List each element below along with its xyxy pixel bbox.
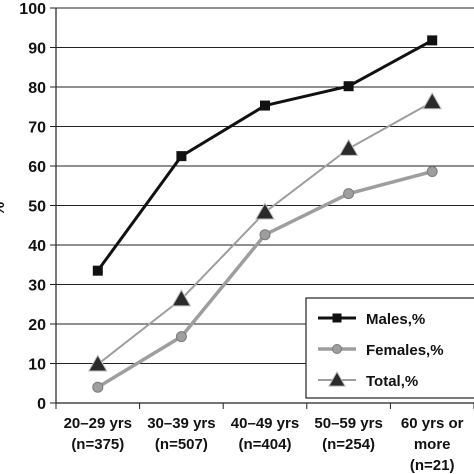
legend-label: Total,%: [366, 373, 418, 390]
y-tick-label: 30: [28, 278, 46, 295]
data-point-triangle: [87, 354, 108, 372]
data-point-triangle: [338, 138, 359, 156]
y-axis-label: %: [0, 202, 8, 216]
data-point-square: [260, 100, 270, 111]
y-tick-label: 0: [37, 396, 46, 413]
data-point-square: [427, 35, 438, 46]
x-tick-label: (n=21): [410, 457, 455, 474]
data-point-circle: [332, 344, 342, 354]
data-point-circle: [426, 166, 438, 178]
x-tick-label: (n=507): [155, 436, 208, 453]
data-point-triangle: [171, 289, 192, 307]
axes: [55, 8, 474, 409]
x-tick-label: (n=254): [322, 436, 375, 453]
x-tick-label: 50–59 yrs: [314, 415, 382, 432]
data-point-square: [176, 151, 187, 162]
data-point-triangle: [328, 370, 346, 387]
x-tick-label: (n=404): [239, 436, 292, 453]
y-tick-label: 70: [28, 120, 46, 137]
y-tick-label: 90: [28, 41, 46, 58]
y-tick-label: 10: [28, 357, 46, 374]
data-point-circle: [175, 331, 187, 343]
y-tick-label: 60: [28, 159, 46, 176]
y-tick-label: 20: [28, 317, 46, 334]
y-tick-label: 40: [28, 238, 46, 255]
legend: Males,% Females,% Total,%: [305, 297, 474, 399]
y-tick-label: 100: [19, 1, 46, 18]
x-tick-label: 40–49 yrs: [231, 415, 299, 432]
data-point-square: [92, 265, 103, 276]
x-tick-label: 20–29 yrs: [64, 415, 132, 432]
data-point-circle: [259, 229, 271, 241]
legend-label: Males,%: [366, 311, 425, 328]
data-point-circle: [343, 188, 355, 200]
x-tick-label: (n=375): [71, 436, 124, 453]
y-tick-label: 50: [28, 199, 46, 216]
data-point-square: [332, 313, 342, 323]
data-point-square: [343, 81, 354, 92]
series-group: [87, 35, 443, 393]
x-axis-labels: 20–29 yrs (n=375) 30–39 yrs (n=507) 40–49 yr…: [64, 415, 464, 474]
y-tick-label: 80: [28, 80, 46, 97]
x-tick-label: 30–39 yrs: [147, 415, 215, 432]
legend-label: Females,%: [366, 342, 444, 359]
data-point-circle: [92, 381, 104, 393]
x-tick-label: more: [414, 436, 451, 453]
data-point-triangle: [422, 92, 443, 110]
data-point-triangle: [255, 202, 275, 220]
y-axis-ticks: 0 10 20 30 40 50 60 70 80 90 100: [19, 1, 56, 413]
x-tick-label: 60 yrs or: [401, 415, 464, 432]
